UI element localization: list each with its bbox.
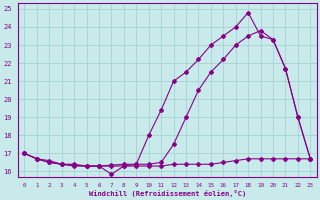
X-axis label: Windchill (Refroidissement éolien,°C): Windchill (Refroidissement éolien,°C) bbox=[89, 190, 246, 197]
